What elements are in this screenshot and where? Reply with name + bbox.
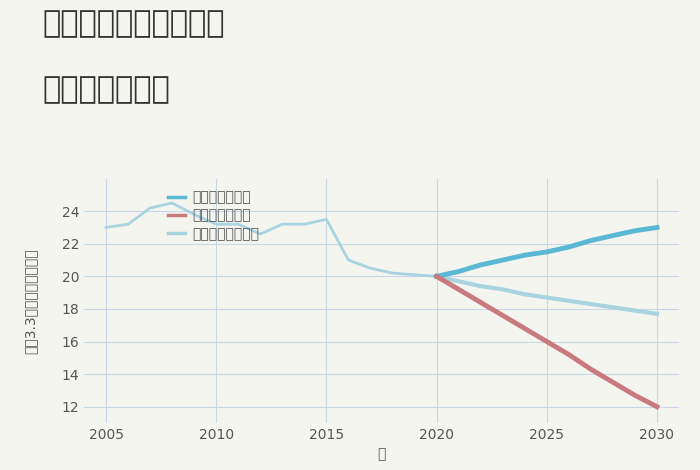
X-axis label: 年: 年 — [377, 447, 386, 462]
Text: 坪（3.3㎡）単価（万円）: 坪（3.3㎡）単価（万円） — [24, 248, 38, 353]
Text: 千葉県匝瑳市横須賀の: 千葉県匝瑳市横須賀の — [42, 9, 225, 39]
Text: 土地の価格推移: 土地の価格推移 — [42, 75, 169, 104]
Legend: グッドシナリオ, バッドシナリオ, ノーマルシナリオ: グッドシナリオ, バッドシナリオ, ノーマルシナリオ — [168, 190, 259, 241]
